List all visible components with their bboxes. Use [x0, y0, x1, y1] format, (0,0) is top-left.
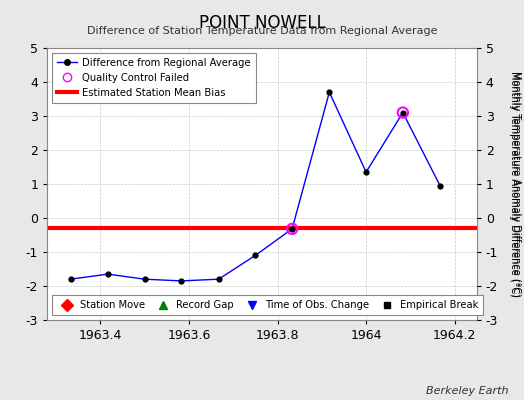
Text: POINT NOWELL: POINT NOWELL	[199, 14, 325, 32]
Point	[288, 226, 296, 232]
Legend: Station Move, Record Gap, Time of Obs. Change, Empirical Break: Station Move, Record Gap, Time of Obs. C…	[52, 295, 484, 315]
Text: Difference of Station Temperature Data from Regional Average: Difference of Station Temperature Data f…	[87, 26, 437, 36]
Text: Berkeley Earth: Berkeley Earth	[426, 386, 508, 396]
Y-axis label: Monthly Temperature Anomaly Difference (°C): Monthly Temperature Anomaly Difference (…	[509, 71, 519, 297]
Text: Monthly Temperature Anomaly Difference (°C): Monthly Temperature Anomaly Difference (…	[511, 71, 521, 297]
Point	[399, 109, 407, 116]
